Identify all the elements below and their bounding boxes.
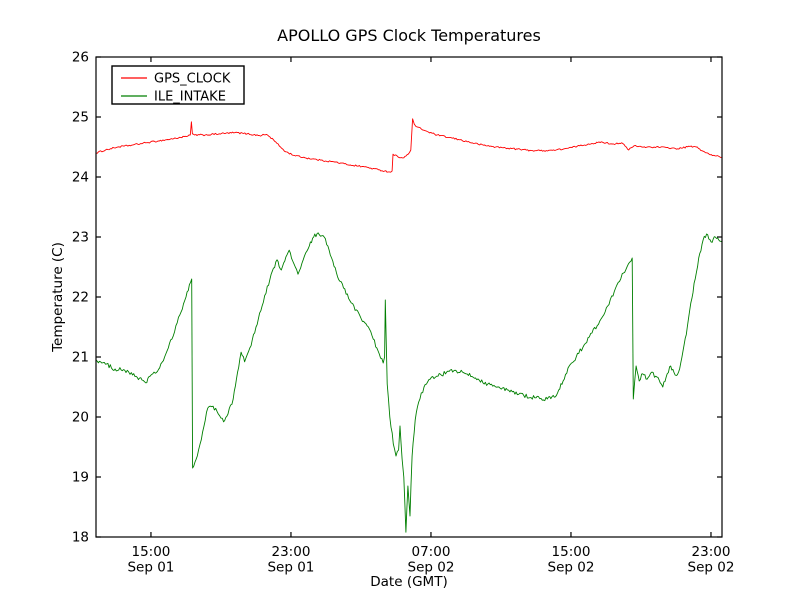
x-axis-label: Date (GMT) xyxy=(370,574,447,590)
y-axis-label: Temperature (C) xyxy=(50,242,66,353)
y-tick-label: 18 xyxy=(72,530,89,546)
plot-frame xyxy=(95,56,723,538)
x-tick-label-date: Sep 02 xyxy=(688,560,735,576)
legend: GPS_CLOCK ILE_INTAKE xyxy=(111,65,245,105)
legend-label-gps-clock: GPS_CLOCK xyxy=(154,72,231,87)
series-gps-clock-line xyxy=(96,118,722,173)
x-tick-label-time: 07:00 xyxy=(412,544,451,560)
plot-area xyxy=(96,118,722,533)
legend-label-ile-intake: ILE_INTAKE xyxy=(154,90,226,105)
x-tick-label-time: 23:00 xyxy=(272,544,311,560)
series-ile-intake-line xyxy=(96,232,722,533)
x-tick-label-date: Sep 01 xyxy=(127,560,174,576)
y-tick-label: 23 xyxy=(72,230,89,246)
y-tick-label: 19 xyxy=(72,470,89,486)
x-tick-label-time: 15:00 xyxy=(131,544,170,560)
y-tick-label: 21 xyxy=(72,350,89,366)
x-tick-label-date: Sep 01 xyxy=(267,560,314,576)
y-tick-label: 20 xyxy=(72,410,89,426)
x-tick-label-time: 15:00 xyxy=(552,544,591,560)
x-tick-label-date: Sep 02 xyxy=(548,560,595,576)
y-tick-label: 24 xyxy=(72,170,89,186)
x-tick-label-time: 23:00 xyxy=(692,544,731,560)
chart-title: APOLLO GPS Clock Temperatures xyxy=(277,26,541,45)
legend-box xyxy=(111,65,245,105)
y-tick-label: 25 xyxy=(72,110,89,126)
y-tick-label: 26 xyxy=(72,50,89,66)
y-tick-label: 22 xyxy=(72,290,89,306)
x-tick-label-date: Sep 02 xyxy=(408,560,455,576)
